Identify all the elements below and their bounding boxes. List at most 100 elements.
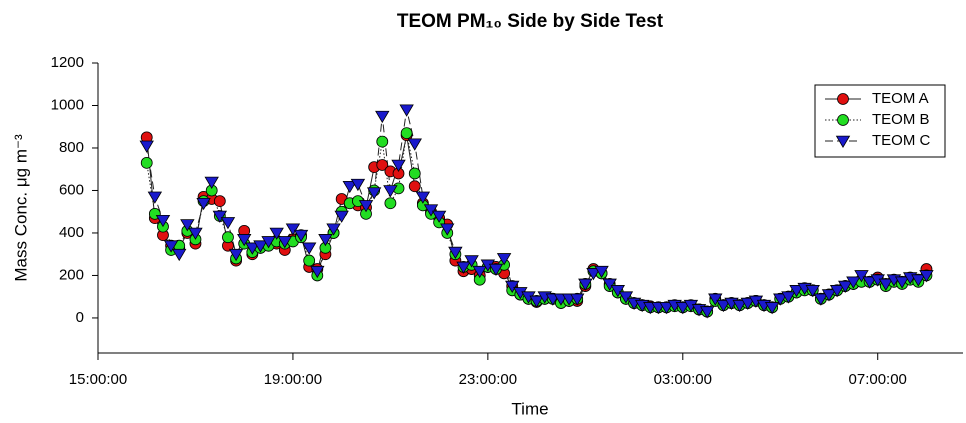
data-point [618, 291, 634, 304]
chart-title: TEOM PM₁₀ Side by Side Test [397, 11, 664, 32]
y-axis-label: Mass Conc. μg m⁻³ [11, 134, 30, 282]
data-point [303, 254, 316, 267]
data-point [310, 265, 325, 279]
data-point [180, 219, 195, 232]
data-point [505, 280, 520, 294]
data-point [383, 185, 398, 198]
data-point [155, 214, 171, 228]
y-tick-label: 200 [59, 266, 84, 283]
data-point [301, 242, 317, 255]
data-point [675, 302, 690, 315]
data-point [472, 265, 487, 279]
data-point [578, 278, 593, 291]
data-point [805, 285, 820, 298]
data-point [586, 268, 601, 281]
data-point [846, 276, 861, 289]
data-point [699, 306, 715, 319]
data-point [919, 270, 934, 283]
data-point [911, 274, 926, 287]
data-point [440, 223, 455, 236]
y-tick-label: 1200 [51, 54, 84, 71]
data-point [813, 293, 829, 306]
data-point [375, 110, 390, 124]
data-point [659, 302, 674, 315]
data-point [147, 191, 163, 204]
data-point [894, 276, 910, 289]
data-point [838, 280, 853, 294]
data-point [773, 293, 788, 306]
data-point [602, 278, 617, 291]
data-point [285, 223, 301, 236]
data-point [488, 263, 504, 277]
legend-label: TEOM A [872, 90, 929, 107]
x-tick-label: 07:00:00 [849, 371, 907, 388]
data-point [464, 255, 479, 268]
data-point [408, 180, 421, 193]
data-point [212, 210, 228, 223]
legend-label: TEOM B [872, 111, 930, 128]
data-point [764, 302, 780, 315]
data-point [854, 270, 869, 283]
x-tick-label: 23:00:00 [459, 371, 517, 388]
data-point [163, 240, 179, 253]
data-point [222, 231, 234, 244]
data-point [350, 178, 366, 192]
data-point [253, 240, 268, 253]
data-point [277, 236, 293, 249]
data-point [196, 197, 211, 211]
data-point [570, 293, 585, 306]
data-point [431, 210, 447, 223]
legend-marker [835, 135, 851, 148]
series-line [146, 109, 927, 313]
data-point [862, 276, 877, 289]
y-tick-label: 1000 [51, 96, 84, 113]
y-tick-label: 600 [59, 181, 84, 198]
y-tick-label: 400 [59, 224, 84, 241]
data-point [740, 297, 755, 311]
data-point [384, 197, 397, 210]
legend-marker [837, 93, 849, 105]
data-point [236, 234, 252, 247]
data-point [821, 289, 837, 302]
data-point [334, 210, 349, 223]
data-point [140, 156, 153, 169]
legend-box [814, 84, 946, 158]
data-point [376, 135, 389, 148]
legend-marker [837, 114, 849, 126]
data-point [213, 195, 226, 207]
x-tick-label: 15:00:00 [69, 371, 127, 388]
data-point [594, 265, 609, 279]
data-point [529, 295, 544, 308]
data-point [139, 140, 154, 153]
data-point [261, 236, 276, 249]
data-point [408, 167, 421, 180]
x-axis-label: Time [511, 399, 548, 418]
data-point [415, 191, 431, 204]
y-tick-label: 0 [76, 309, 84, 326]
data-point [456, 261, 471, 274]
data-point [400, 127, 413, 140]
y-tick-label: 800 [59, 139, 84, 156]
data-point [293, 229, 309, 243]
data-point [376, 159, 389, 171]
x-tick-label: 03:00:00 [654, 371, 712, 388]
data-point [708, 293, 723, 306]
data-point [407, 138, 422, 151]
data-point [878, 278, 894, 291]
data-point [245, 242, 260, 255]
data-point [228, 248, 244, 262]
legend-label: TEOM C [872, 132, 930, 149]
data-point [399, 104, 414, 117]
data-point [342, 180, 357, 194]
x-tick-label: 19:00:00 [264, 371, 322, 388]
data-point [326, 223, 341, 236]
data-point [789, 285, 804, 298]
data-point [423, 204, 439, 217]
data-point [732, 299, 747, 313]
data-point [220, 217, 236, 230]
data-point [269, 227, 284, 240]
data-point [366, 187, 382, 200]
data-point [172, 248, 187, 262]
data-point [318, 234, 333, 247]
